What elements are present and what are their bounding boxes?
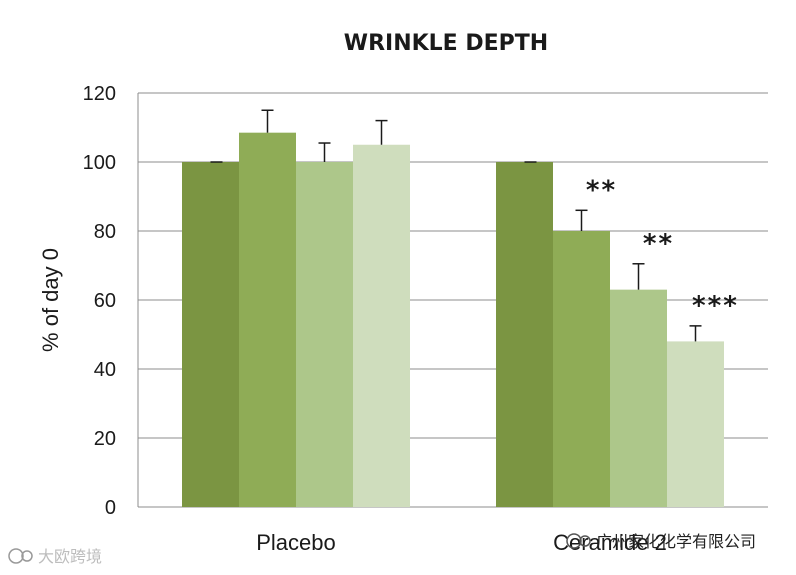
category-labels: Placebo Ceramide 2: [256, 530, 667, 555]
watermark-right-text: 广州家化化学有限公司: [596, 532, 756, 551]
y-axis-label: % of day 0: [38, 248, 63, 352]
y-tick-labels: 0 20 40 60 80 100 120: [83, 83, 116, 519]
significance-marker: **: [643, 229, 674, 259]
bar: [239, 132, 296, 508]
significance-marker: **: [586, 175, 617, 205]
y-tick-label: 60: [94, 290, 116, 312]
significance-marker: ***: [692, 291, 739, 321]
bar: [296, 162, 353, 507]
bar: [610, 289, 667, 507]
bar: [553, 231, 610, 507]
y-tick-label: 40: [94, 359, 116, 381]
y-tick-label: 120: [83, 83, 116, 105]
y-tick-label: 80: [94, 221, 116, 243]
y-tick-label: 20: [94, 428, 116, 450]
bar: [667, 341, 724, 507]
category-label: Placebo: [256, 530, 336, 555]
bars: *******: [182, 109, 739, 508]
chart-title: WRINKLE DEPTH: [344, 31, 548, 56]
bar: [496, 162, 553, 507]
watermark-left: 大欧跨境: [8, 547, 102, 566]
bar: [353, 144, 410, 507]
watermark-right: 广州家化化学有限公司: [566, 532, 756, 551]
y-tick-label: 0: [105, 497, 116, 519]
watermark-left-text: 大欧跨境: [38, 547, 102, 566]
y-tick-label: 100: [83, 152, 116, 174]
bar: [182, 162, 239, 507]
watermarks: 大欧跨境 广州家化化学有限公司: [8, 532, 756, 566]
